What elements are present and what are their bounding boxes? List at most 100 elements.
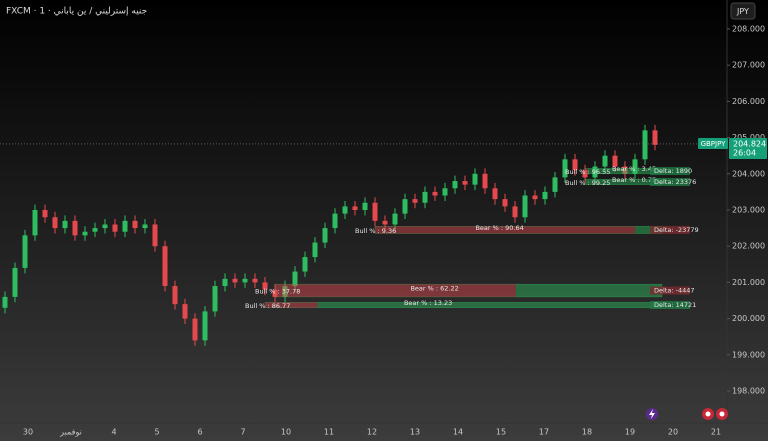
zone-delta-label: Delta: 14721 [654, 301, 696, 309]
currency-label[interactable]: JPY [736, 7, 749, 16]
candle-body [92, 228, 98, 232]
candle-body [252, 278, 258, 283]
zone-bear-label: Bear % : 3.45 [612, 165, 656, 173]
x-tick-label: 21 [711, 428, 721, 437]
zone-bear-label: Bear % : 90.64 [475, 224, 523, 232]
zone-bear-label: Bear % : 62.22 [410, 285, 458, 293]
countdown-label: 26:04 [733, 148, 756, 157]
x-tick-label: نوفمبر [59, 428, 82, 437]
currency-button[interactable] [730, 2, 756, 20]
candle-body [142, 224, 148, 229]
candle-body [182, 304, 188, 319]
zone-bull [317, 302, 662, 308]
zone-bear-label: Bear % : 0.75 [612, 176, 656, 184]
candle-body [42, 210, 48, 218]
candle-body [52, 217, 58, 229]
candle-body [472, 173, 478, 185]
delta-tag [650, 301, 690, 310]
zone-bull [587, 168, 662, 174]
y-tick-label: 205.000 [732, 133, 765, 142]
candle-body [442, 188, 448, 196]
candle-body [342, 206, 348, 214]
x-tick-label: 4 [111, 428, 116, 437]
candle-body [82, 231, 88, 236]
zone-bull-label: Bull % : 86.77 [245, 302, 290, 310]
candle-body [62, 220, 68, 229]
candle-body [482, 173, 488, 189]
candle-body [32, 210, 38, 236]
zone-bear [585, 168, 588, 174]
candle-body [302, 257, 308, 272]
zone-delta-label: Delta: -4447 [654, 287, 695, 295]
candle-body [502, 199, 508, 207]
candle-body [102, 224, 108, 229]
event-glyph [705, 411, 711, 417]
candle-body [402, 199, 408, 214]
delta-tag [650, 225, 690, 234]
candle-body [512, 206, 518, 218]
candle-body [172, 286, 178, 305]
candle-body [162, 246, 168, 287]
y-tick-label: 204.000 [732, 169, 765, 178]
candle-body [332, 213, 338, 229]
zone-bull [635, 226, 662, 234]
x-tick-label: 11 [324, 428, 334, 437]
candle-body [382, 220, 388, 225]
candle-body [122, 220, 128, 232]
zone-delta-label: Delta: -23779 [654, 226, 699, 234]
candle-body [522, 195, 528, 218]
y-tick-label: 203.000 [732, 206, 765, 215]
x-tick-label: 7 [240, 428, 245, 437]
candle-body [312, 242, 318, 258]
y-tick-label: 200.000 [732, 314, 765, 323]
zone-bull [585, 179, 662, 185]
zone-bear-label: Bear % : 13.23 [404, 299, 452, 307]
candle-body [392, 213, 398, 225]
y-tick-label: 201.000 [732, 278, 765, 287]
y-tick-label: 198.000 [732, 387, 765, 396]
delta-tag [650, 177, 690, 186]
zone-bull-label: Bull % : 99.25 [565, 179, 610, 187]
x-tick-label: 30 [23, 428, 33, 437]
candle-body [12, 267, 18, 297]
x-tick-label: 15 [496, 428, 506, 437]
candle-body [432, 191, 438, 196]
zone-bear [585, 179, 586, 185]
y-tick-label: 206.000 [732, 97, 765, 106]
x-tick-label: 13 [410, 428, 420, 437]
candle-body [532, 195, 538, 200]
zone-delta-label: Delta: 23376 [654, 178, 696, 186]
x-tick-label: 10 [281, 428, 291, 437]
candle-body [362, 202, 368, 210]
x-tick-label: 19 [625, 428, 635, 437]
candle-body [352, 206, 358, 210]
x-tick-label: 12 [367, 428, 377, 437]
candle-body [572, 159, 578, 171]
candle-body [612, 155, 618, 167]
price-tag [729, 137, 767, 159]
candle-body [132, 220, 138, 229]
zone-delta-label: Delta: 1890 [654, 167, 692, 175]
candle-body [562, 159, 568, 178]
candle-body [552, 177, 558, 192]
y-tick-label: 199.000 [732, 350, 765, 359]
x-tick-label: 6 [197, 428, 202, 437]
candle-body [232, 278, 238, 283]
candle-body [652, 130, 658, 145]
candle-body [462, 181, 468, 185]
candle-body [452, 181, 458, 189]
zone-bear [275, 284, 516, 297]
delta-tag [650, 286, 690, 295]
time-axis: 30 نوفمبر 4 5 6 7 10 11 12 13 14 15 17 18 19 20 21 [23, 428, 721, 437]
event-glyph [719, 411, 725, 417]
candle-body [202, 311, 208, 341]
candle-body [192, 318, 198, 341]
zone-bear [265, 302, 318, 308]
lightning-glyph [649, 409, 655, 419]
zone-bull-label: Bull % : 37.78 [255, 288, 300, 296]
x-tick-label: 5 [154, 428, 159, 437]
zone-bull [515, 284, 662, 297]
candle-body [592, 166, 598, 178]
